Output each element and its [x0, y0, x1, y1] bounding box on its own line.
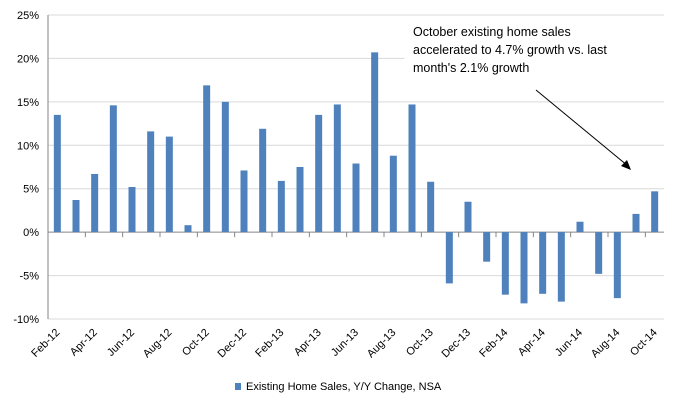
bar-May-12: [109, 105, 117, 233]
bar-Sep-14: [632, 213, 640, 233]
bar-Dec-12: [240, 170, 248, 233]
bar-Oct-13: [427, 181, 435, 233]
bar-Aug-13: [389, 155, 397, 233]
bar-Sep-13: [408, 104, 416, 233]
x-axis-tick-labels: Feb-12 Apr-12 Jun-12 Aug-12 Oct-12 Dec-12 Feb-…: [29, 327, 659, 361]
legend-label: Existing Home Sales, Y/Y Change, NSA: [246, 381, 442, 393]
bar-Jan-13: [259, 128, 267, 233]
x-tick-label: Feb-14: [477, 327, 510, 360]
bar-Jul-13: [371, 52, 379, 233]
annotation-line-1: October existing home sales: [413, 25, 571, 39]
y-tick-label: 5%: [23, 184, 39, 196]
bar-Oct-12: [203, 85, 211, 233]
y-tick-label: 0%: [23, 227, 39, 239]
bar-Oct-14: [651, 191, 659, 233]
bar-Aug-14: [613, 232, 621, 299]
y-tick-label: -5%: [19, 271, 39, 283]
bar-Jun-12: [128, 186, 136, 233]
bar-Jul-14: [595, 232, 603, 274]
bar-Apr-12: [91, 173, 99, 233]
x-tick-label: Aug-14: [589, 327, 623, 361]
annotation-arrow-line: [535, 89, 629, 167]
bar-Sep-12: [184, 225, 192, 233]
annotation-line-2: accelerated to 4.7% growth vs. last: [413, 43, 607, 57]
x-tick-label: Dec-13: [440, 327, 474, 361]
bar-Feb-13: [277, 180, 285, 233]
x-tick-label: Oct-13: [404, 327, 436, 359]
bar-Aug-12: [165, 136, 173, 233]
bar-May-13: [333, 104, 341, 233]
x-tick-label: Jun-12: [105, 327, 137, 359]
y-tick-label: 20%: [17, 53, 39, 65]
bar-Mar-13: [296, 167, 304, 233]
x-tick-label: Feb-12: [29, 327, 62, 360]
x-tick-label: Jun-14: [553, 327, 585, 359]
bar-Jan-14: [483, 232, 491, 262]
bar-Mar-12: [72, 200, 80, 233]
x-axis-tick-marks: [47, 232, 646, 238]
annotation-arrow-head: [621, 160, 631, 170]
y-tick-label: 10%: [17, 140, 39, 152]
x-tick-label: Feb-13: [253, 327, 286, 360]
y-tick-label: 15%: [17, 97, 39, 109]
x-tick-label: Aug-12: [141, 327, 175, 361]
legend-swatch: [235, 383, 241, 390]
x-tick-label: Aug-13: [365, 327, 399, 361]
bar-Apr-13: [315, 114, 323, 233]
bar-Feb-14: [501, 232, 509, 295]
x-tick-label: Jun-13: [329, 327, 361, 359]
y-tick-label: -10%: [13, 314, 39, 326]
x-tick-label: Oct-12: [180, 327, 212, 359]
x-tick-label: Apr-12: [68, 327, 100, 359]
bar-May-14: [557, 232, 565, 302]
x-tick-label: Dec-12: [216, 327, 250, 361]
bar-Nov-13: [445, 232, 453, 284]
bar-Feb-12: [53, 114, 61, 233]
annotation-callout: October existing home sales accelerated …: [404, 17, 668, 170]
x-tick-label: Oct-14: [628, 327, 660, 359]
bar-Dec-13: [464, 201, 472, 233]
legend: Existing Home Sales, Y/Y Change, NSA: [235, 381, 442, 393]
bar-Apr-14: [539, 232, 547, 294]
bar-Jun-14: [576, 221, 584, 233]
bars: [53, 52, 659, 304]
bar-Nov-12: [221, 101, 229, 233]
x-tick-label: Apr-14: [516, 327, 548, 359]
bar-Jun-13: [352, 163, 360, 233]
bar-Mar-14: [520, 232, 528, 304]
annotation-line-3: month's 2.1% growth: [413, 61, 529, 75]
y-axis-tick-labels: -10% -5% 0% 5% 10% 15% 20% 25%: [13, 10, 39, 326]
y-tick-label: 25%: [17, 10, 39, 22]
bar-Jul-12: [147, 131, 155, 233]
x-tick-label: Apr-13: [292, 327, 324, 359]
